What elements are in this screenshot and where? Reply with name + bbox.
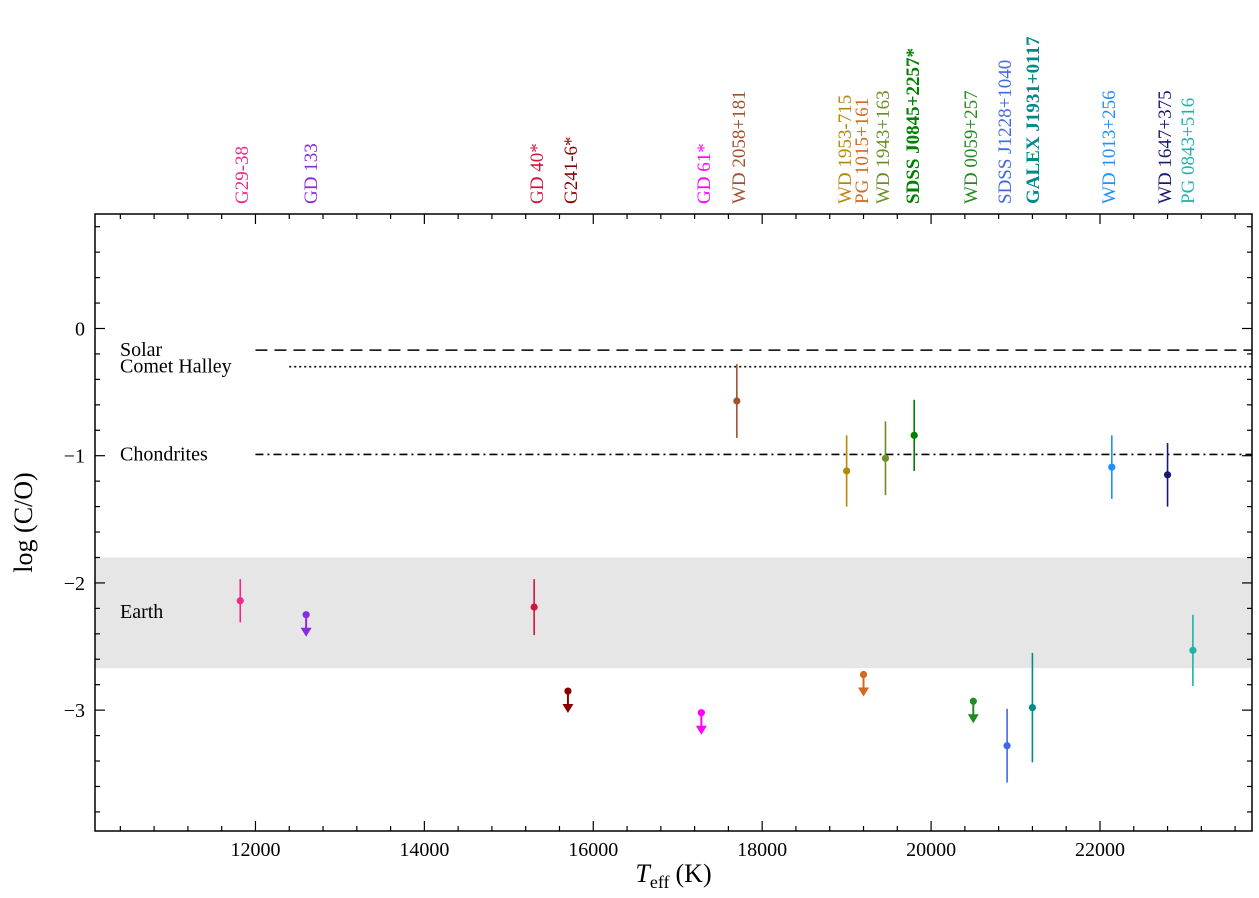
x-tick-label: 18000 <box>737 839 787 861</box>
data-points-layer <box>236 364 1197 783</box>
star-name-label: WD 1953-715 <box>835 95 856 204</box>
star-name-label: GD 40* <box>527 143 548 204</box>
upper-limit-arrow-head <box>967 714 979 724</box>
data-point-wd-1013-256 <box>1108 435 1116 499</box>
upper-limit-arrow-head <box>300 627 312 637</box>
x-tick-label: 22000 <box>1075 839 1125 861</box>
data-point-sdss-j0845-2257 <box>910 399 918 471</box>
data-point-wd-1943-163 <box>881 421 890 496</box>
star-name-label: WD 2058+181 <box>729 90 750 204</box>
data-point-marker <box>564 687 572 695</box>
data-point-marker <box>1028 704 1037 712</box>
x-axis-label-subscript: eff <box>650 872 670 892</box>
earth-band-label: Earth <box>120 601 163 623</box>
star-name-label: SDSS J0845+2257* <box>903 48 924 204</box>
data-point-marker <box>733 397 741 405</box>
x-tick-label: 12000 <box>230 839 280 861</box>
x-axis-label: Teff (K) <box>635 859 711 892</box>
data-point-wd-1953-715 <box>843 435 851 507</box>
data-point-marker <box>530 603 538 611</box>
star-name-label: GD 61* <box>694 143 715 204</box>
data-point-marker <box>302 611 310 619</box>
star-name-label: G241-6* <box>561 136 582 204</box>
data-point-marker <box>969 697 977 705</box>
upper-limit-arrow-head <box>858 687 870 697</box>
reference-line-label: Solar <box>120 339 163 361</box>
earth-band <box>95 557 1252 669</box>
data-point-wd-1647-375 <box>1163 442 1172 507</box>
data-point-marker <box>1003 742 1011 750</box>
star-name-label: PG 0843+516 <box>1178 98 1199 204</box>
star-name-label: GD 133 <box>301 143 322 204</box>
x-tick-label: 20000 <box>906 839 956 861</box>
y-tick-label: −2 <box>64 573 85 595</box>
data-point-marker <box>236 597 244 605</box>
star-name-label: WD 1013+256 <box>1099 90 1120 204</box>
plot-frame <box>94 213 1253 832</box>
y-tick-label: −3 <box>64 700 85 722</box>
earth-band-layer: Earth <box>95 557 1252 669</box>
x-axis-label-main: T <box>635 859 651 888</box>
star-name-label: G29-38 <box>232 146 253 204</box>
y-axis-label: log (C/O) <box>9 472 38 572</box>
data-point-marker <box>859 670 868 679</box>
star-name-label: SDSS J1228+1040 <box>995 60 1016 204</box>
y-tick-label: 0 <box>75 318 85 340</box>
data-point-marker <box>881 454 890 462</box>
data-point-marker <box>1108 463 1116 471</box>
star-name-label: WD 1943+163 <box>873 90 894 204</box>
data-point-sdss-j1228-1040 <box>1003 708 1011 783</box>
upper-limit-arrow-head <box>562 704 574 714</box>
x-axis-label-unit: (K) <box>676 859 712 888</box>
data-point-wd-2058-181 <box>733 364 741 438</box>
data-point-g241-6 <box>562 687 574 714</box>
data-point-pg-0843-516 <box>1189 614 1197 686</box>
data-point-marker <box>1163 471 1172 479</box>
data-point-gd-40 <box>530 579 538 636</box>
x-tick-label: 16000 <box>568 839 618 861</box>
star-labels-layer: G29-38 GD 133 GD 40* G241-6* GD 61* WD 2058+1… <box>232 36 1199 204</box>
data-point-marker <box>910 431 918 439</box>
data-point-wd-0059-257 <box>967 697 979 724</box>
x-tick-label: 14000 <box>399 839 449 861</box>
data-point-g29-38 <box>236 579 244 623</box>
data-point-pg-1015-161 <box>858 670 870 697</box>
upper-limit-arrow-head <box>695 725 707 735</box>
data-point-marker <box>697 709 705 717</box>
reference-line-label: Comet Halley <box>120 356 232 378</box>
y-tick-label: −1 <box>64 446 85 468</box>
star-name-label: PG 1015+161 <box>852 98 873 204</box>
star-name-label: WD 0059+257 <box>961 90 982 204</box>
reference-line-label: Chondrites <box>120 443 208 465</box>
ticks-layer: 12000 14000 16000 18000 20000 22000 0 −1 −2 −3 <box>64 214 1252 861</box>
data-point-gd-61 <box>695 709 707 735</box>
data-point-galex-j1931-0117 <box>1028 652 1037 763</box>
data-point-marker <box>843 467 851 475</box>
star-name-label: WD 1647+375 <box>1155 90 1176 204</box>
star-name-label: GALEX J1931+0117 <box>1023 36 1044 204</box>
data-point-marker <box>1189 646 1197 654</box>
data-point-gd-133 <box>300 611 312 637</box>
